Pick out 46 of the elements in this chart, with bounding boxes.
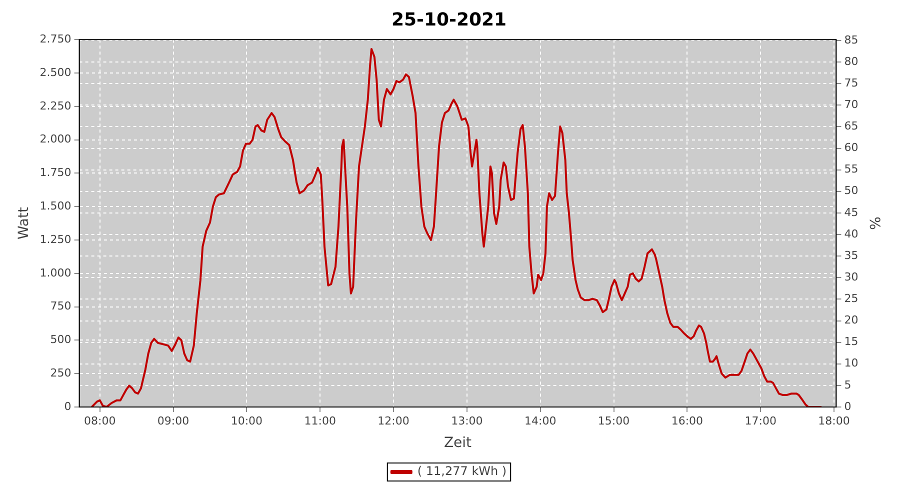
x-tick-label: 18:00 — [818, 414, 850, 428]
y2-tick-label: 10 — [844, 356, 858, 370]
y-tick-label: 1.000 — [40, 266, 72, 280]
chart-title: 25-10-2021 — [391, 9, 507, 30]
y-axis-title: Watt — [16, 206, 32, 240]
y2-tick-label: 60 — [844, 141, 858, 154]
y-tick-label: 1.750 — [40, 166, 72, 180]
y2-tick-label: 20 — [844, 314, 858, 327]
y-tick-label: 1.500 — [40, 199, 72, 212]
y2-tick-label: 40 — [844, 227, 858, 240]
y2-tick-label: 75 — [844, 76, 858, 90]
y2-axis-title: % — [866, 216, 882, 230]
y-tick-label: 750 — [50, 300, 72, 313]
y-tick-label: 2.000 — [40, 132, 72, 146]
y2-tick-label: 5 — [844, 378, 852, 392]
y-tick-label: 500 — [50, 333, 72, 346]
y-tick-label: 2.500 — [40, 66, 72, 79]
y2-tick-label: 80 — [844, 54, 858, 68]
y2-tick-label: 85 — [844, 33, 858, 46]
y2-tick-label: 50 — [844, 184, 858, 198]
x-tick-label: 16:00 — [671, 414, 704, 428]
y-tick-label: 1.250 — [40, 232, 72, 246]
x-tick-label: 14:00 — [524, 414, 556, 428]
y2-tick-label: 55 — [844, 162, 858, 176]
y2-tick-label: 70 — [844, 98, 858, 112]
y2-tick-label: 0 — [844, 400, 852, 413]
y-tick-label: 2.750 — [40, 32, 72, 46]
y2-tick-label: 35 — [844, 248, 858, 262]
x-tick-label: 12:00 — [378, 414, 410, 428]
y-tick-label: 2.250 — [40, 99, 72, 112]
y-tick-label: 0 — [64, 400, 72, 413]
legend-label: ( 11,277 kWh ) — [417, 464, 507, 478]
y2-tick-label: 25 — [844, 292, 858, 306]
x-axis-title: Zeit — [444, 435, 472, 452]
x-tick-label: 10:00 — [230, 414, 263, 428]
x-tick-label: 09:00 — [157, 414, 190, 428]
y2-tick-label: 30 — [844, 270, 858, 284]
y-tick-label: 250 — [50, 366, 72, 380]
x-tick-label: 17:00 — [744, 414, 776, 428]
y2-tick-label: 45 — [844, 206, 858, 219]
y2-tick-label: 65 — [844, 120, 858, 133]
x-tick-label: 15:00 — [598, 414, 630, 428]
y2-tick-label: 15 — [844, 335, 858, 348]
x-tick-label: 08:00 — [84, 414, 116, 428]
x-tick-label: 13:00 — [451, 414, 483, 428]
x-tick-label: 11:00 — [304, 414, 336, 428]
